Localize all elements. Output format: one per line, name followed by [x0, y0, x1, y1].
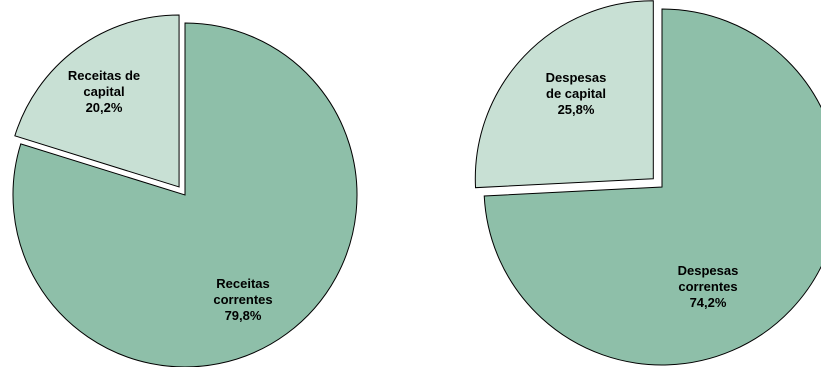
slice-label-despesas-correntes: Despesas correntes 74,2% [678, 263, 739, 310]
slice-label-line: correntes [213, 292, 272, 307]
pie-slice-receitas-correntes [12, 22, 358, 367]
slice-label-line: Despesas [678, 263, 739, 278]
expenditure-pie-chart: Despesas de capital 25,8%Despesas correntes… [474, 0, 821, 366]
slice-label-receitas-capital: Receitas de capital 20,2% [68, 68, 140, 115]
slice-label-line: de capital [546, 86, 606, 101]
revenue-pie-chart: Receitas de capital 20,2% Receitas correntes… [12, 14, 358, 367]
slice-label-line: Receitas de [68, 68, 140, 83]
pie-slice-despesas-capital [474, 0, 654, 189]
slice-label-receitas-correntes: Receitas correntes 79,8% [213, 276, 272, 323]
slice-label-line: correntes [678, 279, 737, 294]
pie-slice-despesas-correntes [483, 8, 821, 366]
slice-label-line: capital [83, 84, 124, 99]
slice-label-line: Receitas [216, 276, 269, 291]
slice-label-line: Despesas [546, 70, 607, 85]
pie-slice-receitas-capital [14, 14, 180, 188]
slice-label-line: 20,2% [86, 100, 123, 115]
slice-label-line: 74,2% [690, 295, 727, 310]
slice-label-line: 25,8% [558, 102, 595, 117]
slice-label-despesas-capital: Despesas de capital 25,8% [546, 70, 607, 117]
slice-label-line: 79,8% [225, 308, 262, 323]
